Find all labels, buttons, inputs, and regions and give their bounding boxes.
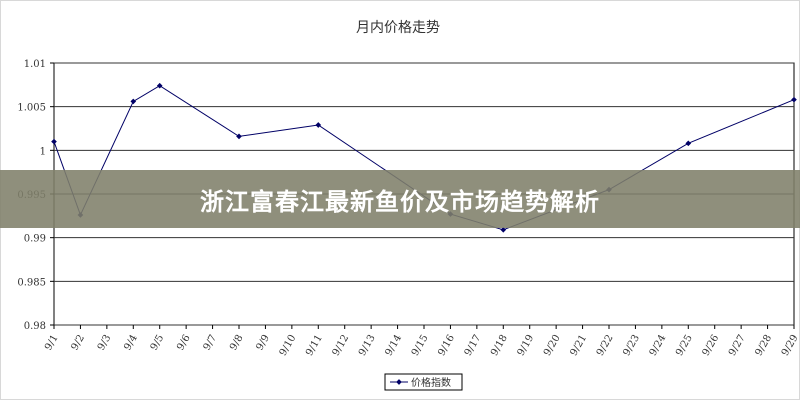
x-tick-label: 9/8 xyxy=(228,333,246,352)
x-tick-label: 9/24 xyxy=(648,333,669,358)
legend: 价格指数 xyxy=(384,373,463,391)
data-point xyxy=(685,140,692,147)
x-tick-label: 9/27 xyxy=(727,333,748,358)
y-tick-label: 1 xyxy=(40,146,46,157)
x-tick-label: 9/2 xyxy=(69,333,87,352)
x-tick-label: 9/20 xyxy=(542,333,563,358)
legend-marker xyxy=(396,379,402,385)
x-tick-label: 9/10 xyxy=(278,333,299,358)
data-point xyxy=(130,98,137,105)
x-tick-label: 9/26 xyxy=(701,333,722,358)
x-tick-label: 9/21 xyxy=(568,333,589,358)
x-tick-label: 9/28 xyxy=(753,333,774,358)
x-tick-label: 9/1 xyxy=(43,333,61,352)
data-point xyxy=(315,122,322,128)
x-tick-label: 9/4 xyxy=(122,333,140,352)
x-tick-label: 9/22 xyxy=(595,333,616,358)
y-tick-label: 0.98 xyxy=(24,321,46,332)
x-tick-label: 9/3 xyxy=(96,333,114,352)
data-point xyxy=(500,226,507,233)
y-tick-label: 1.01 xyxy=(24,59,46,70)
x-tick-label: 9/5 xyxy=(149,333,167,352)
title-banner: 浙江富春江最新鱼价及市场趋势解析 xyxy=(0,170,800,228)
x-tick-label: 9/18 xyxy=(489,333,510,358)
x-tick-label: 9/9 xyxy=(254,333,272,352)
x-tick-label: 9/17 xyxy=(463,333,484,358)
x-tick-label: 9/6 xyxy=(175,333,193,352)
x-tick-label: 9/12 xyxy=(331,333,352,358)
x-tick-label: 9/29 xyxy=(780,333,800,358)
data-point xyxy=(156,82,163,89)
x-tick-label: 9/13 xyxy=(357,333,378,358)
x-tick-label: 9/11 xyxy=(304,333,325,358)
y-tick-label: 0.99 xyxy=(24,234,46,245)
y-tick-label: 1.005 xyxy=(17,103,46,114)
x-tick-label: 9/25 xyxy=(674,333,695,358)
data-point xyxy=(236,133,242,140)
x-tick-label: 9/16 xyxy=(436,333,457,358)
x-tick-label: 9/19 xyxy=(516,333,537,358)
legend-label: 价格指数 xyxy=(411,376,451,389)
banner-title: 浙江富春江最新鱼价及市场趋势解析 xyxy=(200,187,600,216)
x-tick-label: 9/23 xyxy=(621,333,642,358)
data-point xyxy=(791,96,797,103)
chart-title: 月内价格走势 xyxy=(356,20,440,36)
x-tick-label: 9/15 xyxy=(410,333,431,358)
x-tick-label: 9/14 xyxy=(383,333,404,358)
x-tick-label: 9/7 xyxy=(202,333,220,352)
y-tick-label: 0.985 xyxy=(17,277,46,288)
